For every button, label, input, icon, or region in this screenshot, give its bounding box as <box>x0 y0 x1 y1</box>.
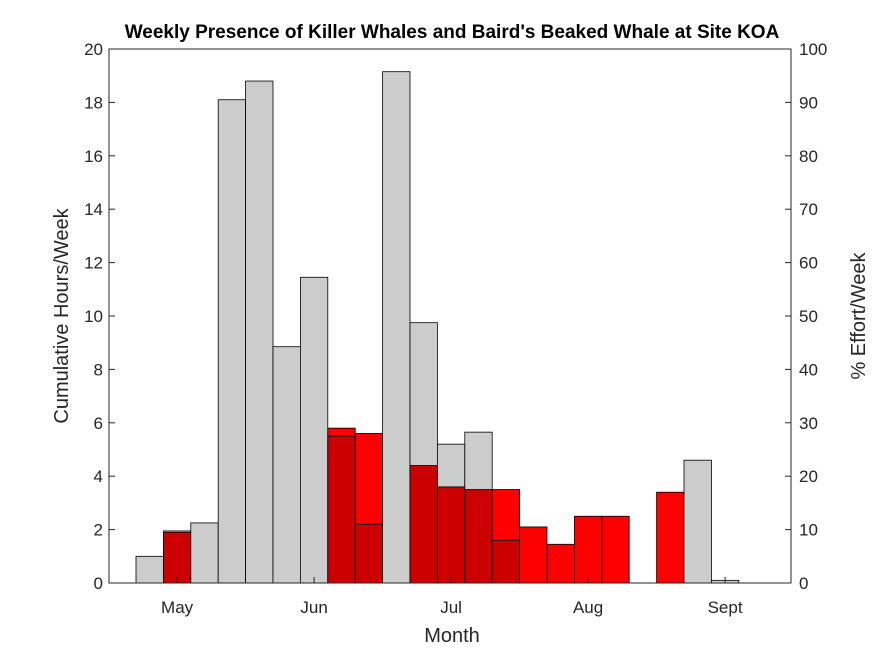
y-tick-label-left: 2 <box>94 521 103 540</box>
y-tick-label-left: 8 <box>94 360 103 379</box>
bar-week-19 <box>656 491 685 584</box>
bar-week-15 <box>546 543 575 584</box>
y-tick-label-right: 0 <box>799 574 808 593</box>
bar-week-6 <box>299 276 329 584</box>
y-tick-label-right: 70 <box>799 200 818 219</box>
y-axis-label-left: Cumulative Hours/Week <box>51 207 73 423</box>
bar-week-5 <box>272 346 301 584</box>
bar-week-7-overlap <box>327 435 356 584</box>
bar-week-13-overlap <box>491 539 521 584</box>
bar-week-16 <box>574 515 603 584</box>
y-tick-label-left: 4 <box>94 467 103 486</box>
y-tick-label-left: 0 <box>94 574 103 593</box>
bar-week-2 <box>190 522 219 584</box>
x-tick-label: Jul <box>440 598 462 617</box>
bar-week-3 <box>217 99 246 584</box>
bars-group <box>135 71 740 584</box>
bar-week-12-overlap <box>464 489 493 584</box>
y-tick-label-right: 60 <box>799 254 818 273</box>
y-tick-label-right: 40 <box>799 360 818 379</box>
y-tick-label-left: 14 <box>84 200 103 219</box>
y-tick-label-right: 100 <box>799 40 827 59</box>
y-tick-label-right: 50 <box>799 307 818 326</box>
y-tick-label-left: 6 <box>94 414 103 433</box>
bar-week-8-overlap <box>354 523 384 584</box>
y-tick-label-right: 10 <box>799 521 818 540</box>
bar-week-0 <box>135 555 164 584</box>
y-tick-label-right: 30 <box>799 414 818 433</box>
y-tick-label-right: 90 <box>799 93 818 112</box>
x-tick-label: Aug <box>573 598 603 617</box>
bar-week-20 <box>683 459 712 584</box>
bar-week-9 <box>382 71 411 584</box>
bar-week-1-overlap <box>162 531 192 584</box>
y-tick-label-right: 20 <box>799 467 818 486</box>
bar-week-14 <box>519 526 548 584</box>
y-axis-label-right: % Effort/Week <box>848 251 870 379</box>
bar-week-10-overlap <box>409 465 438 584</box>
bar-week-4 <box>245 80 274 584</box>
bar-week-17 <box>601 515 630 584</box>
bar-week-11-overlap <box>436 486 466 584</box>
y-tick-label-left: 10 <box>84 307 103 326</box>
y-tick-label-left: 18 <box>84 93 103 112</box>
x-axis-label: Month <box>424 625 480 647</box>
y-tick-label-left: 16 <box>84 147 103 166</box>
y-tick-label-right: 80 <box>799 147 818 166</box>
ticks-group: 0 2 4 6 8 10 12 14 16 18 20 0 10 20 30 40 50 60 70 80 90 100 M… <box>84 40 827 617</box>
y-tick-label-left: 12 <box>84 254 103 273</box>
chart-title: Weekly Presence of Killer Whales and Bai… <box>125 22 780 43</box>
x-tick-label: Sept <box>708 598 743 617</box>
y-tick-label-left: 20 <box>84 40 103 59</box>
x-tick-label: Jun <box>300 598 327 617</box>
x-tick-label: May <box>161 598 194 617</box>
